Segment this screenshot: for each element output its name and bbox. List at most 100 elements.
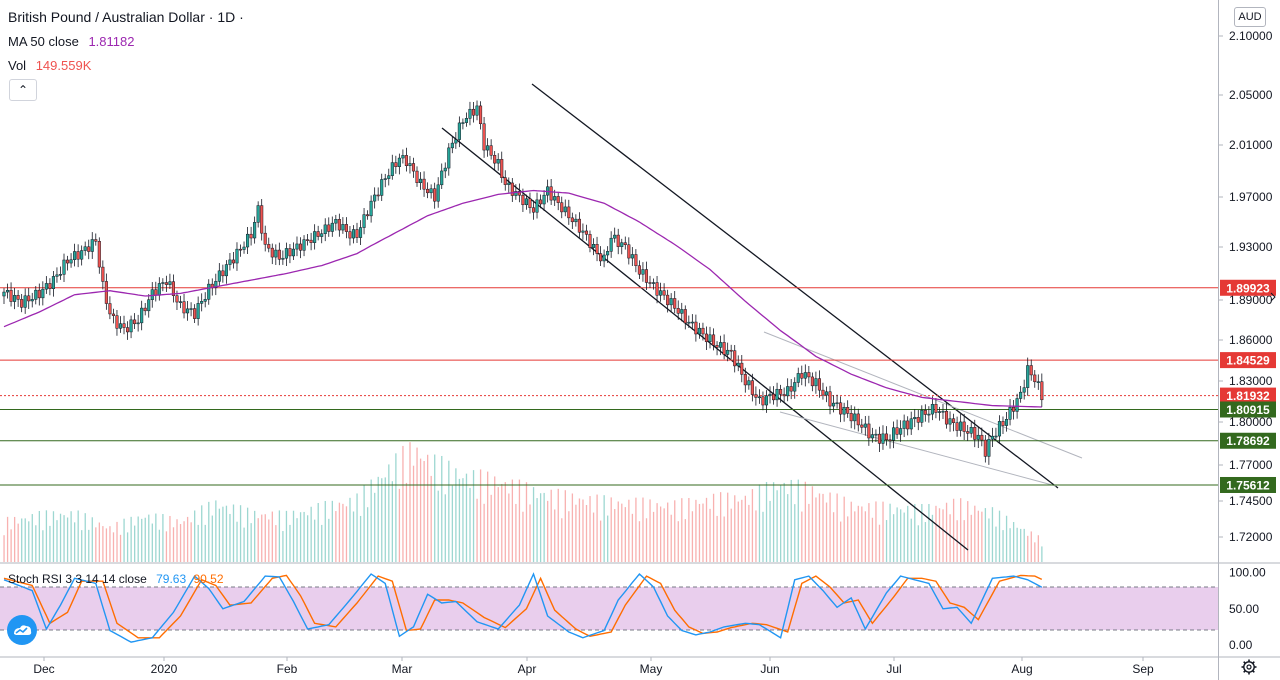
candle-body bbox=[613, 234, 617, 239]
candle-body bbox=[793, 382, 797, 392]
ma-legend[interactable]: MA 50 close 1.81182 bbox=[8, 34, 134, 49]
stoch-axis[interactable]: 100.00 50.00 0.00 bbox=[1229, 566, 1266, 653]
volume-bar bbox=[949, 514, 951, 562]
candle-body bbox=[662, 290, 666, 296]
candle-body bbox=[595, 244, 599, 254]
volume-bar bbox=[910, 518, 912, 562]
candle-body bbox=[443, 167, 447, 172]
time-axis[interactable]: Dec 2020 Feb Mar Apr May Jun Jul Aug Sep bbox=[33, 657, 1154, 676]
currency-badge[interactable]: AUD bbox=[1234, 7, 1266, 27]
volume-bar bbox=[236, 521, 238, 562]
volume-bar bbox=[391, 481, 393, 562]
volume-bar bbox=[896, 507, 898, 562]
candle-body bbox=[909, 418, 913, 430]
volume-bar bbox=[621, 503, 623, 562]
candle-body bbox=[549, 186, 553, 201]
tradingview-logo-icon[interactable] bbox=[7, 615, 37, 645]
candle-body bbox=[824, 391, 829, 396]
price-pane[interactable] bbox=[0, 0, 1218, 562]
candle-body bbox=[154, 289, 158, 296]
candle-body bbox=[101, 266, 105, 282]
candle-body bbox=[835, 402, 839, 405]
collapse-legend-button[interactable]: ⌃ bbox=[9, 79, 37, 101]
candle-body bbox=[58, 274, 63, 276]
candle-body bbox=[673, 298, 677, 309]
candle-body bbox=[496, 159, 500, 164]
candle-body bbox=[37, 289, 41, 299]
volume-bar bbox=[801, 511, 803, 562]
volume-bar bbox=[822, 493, 824, 562]
volume-bar bbox=[614, 509, 616, 562]
candle-body bbox=[355, 229, 359, 238]
candle-body bbox=[881, 433, 885, 444]
volume-bar bbox=[712, 493, 715, 562]
volume-bar bbox=[547, 500, 549, 562]
channel-upper-line[interactable] bbox=[531, 83, 1059, 489]
volume-bar bbox=[832, 512, 835, 562]
volume-bar bbox=[70, 511, 72, 562]
volume-bar bbox=[515, 503, 517, 562]
volume-bar bbox=[900, 509, 902, 562]
candle-body bbox=[764, 395, 769, 406]
candle-body bbox=[13, 295, 17, 302]
candle-body bbox=[884, 433, 889, 440]
candle-body bbox=[920, 410, 924, 423]
volume-bar bbox=[762, 511, 764, 562]
candle-body bbox=[404, 155, 408, 167]
candle-body bbox=[415, 170, 419, 183]
volume-bar bbox=[818, 493, 821, 562]
volume-bar bbox=[494, 476, 496, 562]
wedge-lower-line[interactable] bbox=[779, 411, 1057, 487]
volume-bar bbox=[776, 490, 778, 562]
volume-bar bbox=[645, 518, 648, 562]
volume-bar bbox=[539, 493, 542, 562]
candle-body bbox=[531, 207, 536, 213]
price-tick-label: 2.01000 bbox=[1229, 138, 1273, 152]
time-tick-label: Feb bbox=[277, 662, 298, 676]
candle-body bbox=[457, 122, 461, 140]
candle-body bbox=[235, 248, 239, 264]
price-axis-cursor-icon bbox=[1270, 292, 1276, 302]
volume-bar bbox=[398, 488, 401, 562]
volume-bar bbox=[758, 484, 761, 562]
candle-body bbox=[284, 248, 288, 259]
stoch-legend[interactable]: Stoch RSI 3 3 14 14 close 79.63 90.52 bbox=[8, 572, 224, 586]
candle-body bbox=[1001, 421, 1005, 426]
price-tick-label: 1.89000 bbox=[1229, 293, 1273, 307]
volume-bar bbox=[395, 453, 397, 562]
price-tick-label: 1.72000 bbox=[1229, 530, 1273, 544]
candle-body bbox=[30, 299, 34, 302]
candle-body bbox=[736, 362, 740, 367]
candle-body bbox=[899, 428, 903, 435]
volume-bar bbox=[229, 513, 231, 562]
volume-bar bbox=[1027, 535, 1029, 562]
volume-bar bbox=[130, 516, 132, 562]
price-axis[interactable]: 2.10000 2.05000 2.01000 1.97000 1.93000 1.890… bbox=[1218, 29, 1273, 544]
candle-body bbox=[344, 224, 348, 232]
candle-body bbox=[471, 108, 476, 116]
volume-bar bbox=[201, 505, 203, 562]
candle-body bbox=[987, 439, 991, 457]
volume-bar bbox=[787, 494, 789, 562]
settings-gear-icon[interactable] bbox=[1240, 658, 1258, 676]
volume-bar bbox=[783, 482, 785, 562]
wedge-upper-line[interactable] bbox=[763, 331, 1083, 459]
symbol-title[interactable]: British Pound / Australian Dollar · 1D · bbox=[8, 9, 244, 25]
stoch-k-line bbox=[3, 572, 1043, 643]
candle-body bbox=[433, 188, 437, 202]
candle-body bbox=[55, 274, 59, 277]
volume-bar bbox=[102, 526, 104, 562]
volume-bar bbox=[275, 525, 277, 562]
volume-bar bbox=[91, 517, 93, 562]
volume-bar bbox=[172, 527, 175, 562]
candle-body bbox=[337, 219, 341, 231]
price-tick-label: 1.80000 bbox=[1229, 415, 1273, 429]
volume-bar bbox=[847, 516, 849, 562]
volume-bar bbox=[109, 526, 111, 562]
vol-legend[interactable]: Vol 149.559K bbox=[8, 58, 91, 73]
candle-body bbox=[782, 394, 786, 397]
vol-legend-value: 149.559K bbox=[35, 58, 92, 73]
level-label-bg bbox=[1220, 279, 1276, 296]
candle-body bbox=[962, 421, 966, 432]
